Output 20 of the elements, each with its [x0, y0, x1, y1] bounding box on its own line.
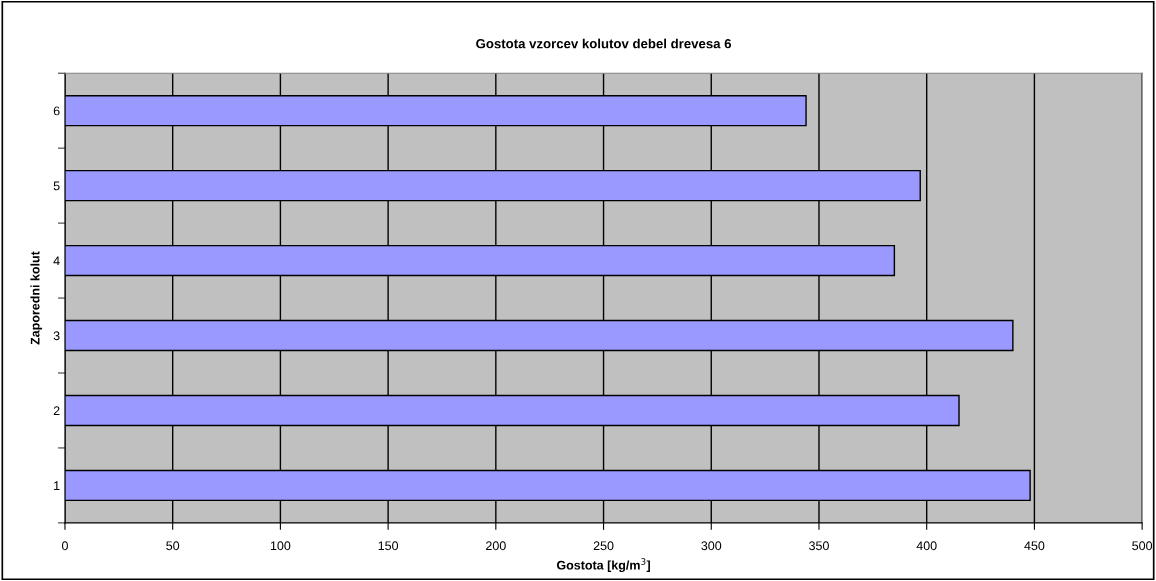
x-tick-label: 50 [166, 541, 180, 551]
x-tick-label: 250 [593, 541, 614, 551]
x-tick-label: 500 [1132, 541, 1153, 551]
x-tick-label: 200 [486, 541, 506, 551]
y-tick-label: 6 [53, 106, 60, 116]
x-tick-label: 0 [61, 541, 68, 551]
chart-title: Gostota vzorcev kolutov debel drevesa 6 [476, 38, 732, 49]
y-tick-label: 4 [53, 256, 60, 266]
x-axis-title: Gostota [kg/m$^{3}$] [556, 558, 650, 573]
y-tick-label: 5 [53, 181, 60, 191]
x-tick-label: 350 [809, 541, 829, 551]
y-tick-label: 1 [54, 481, 60, 490]
y-axis-title: Zaporedni kolut [30, 251, 43, 345]
y-tick-label: 2 [53, 406, 60, 416]
x-tick-label: 100 [270, 541, 291, 551]
x-tick-label: 300 [701, 541, 722, 551]
y-tick-label: 3 [53, 331, 60, 341]
x-tick-label: 150 [378, 541, 399, 551]
x-tick-label: 400 [916, 541, 937, 551]
x-tick-label: 450 [1024, 541, 1045, 551]
